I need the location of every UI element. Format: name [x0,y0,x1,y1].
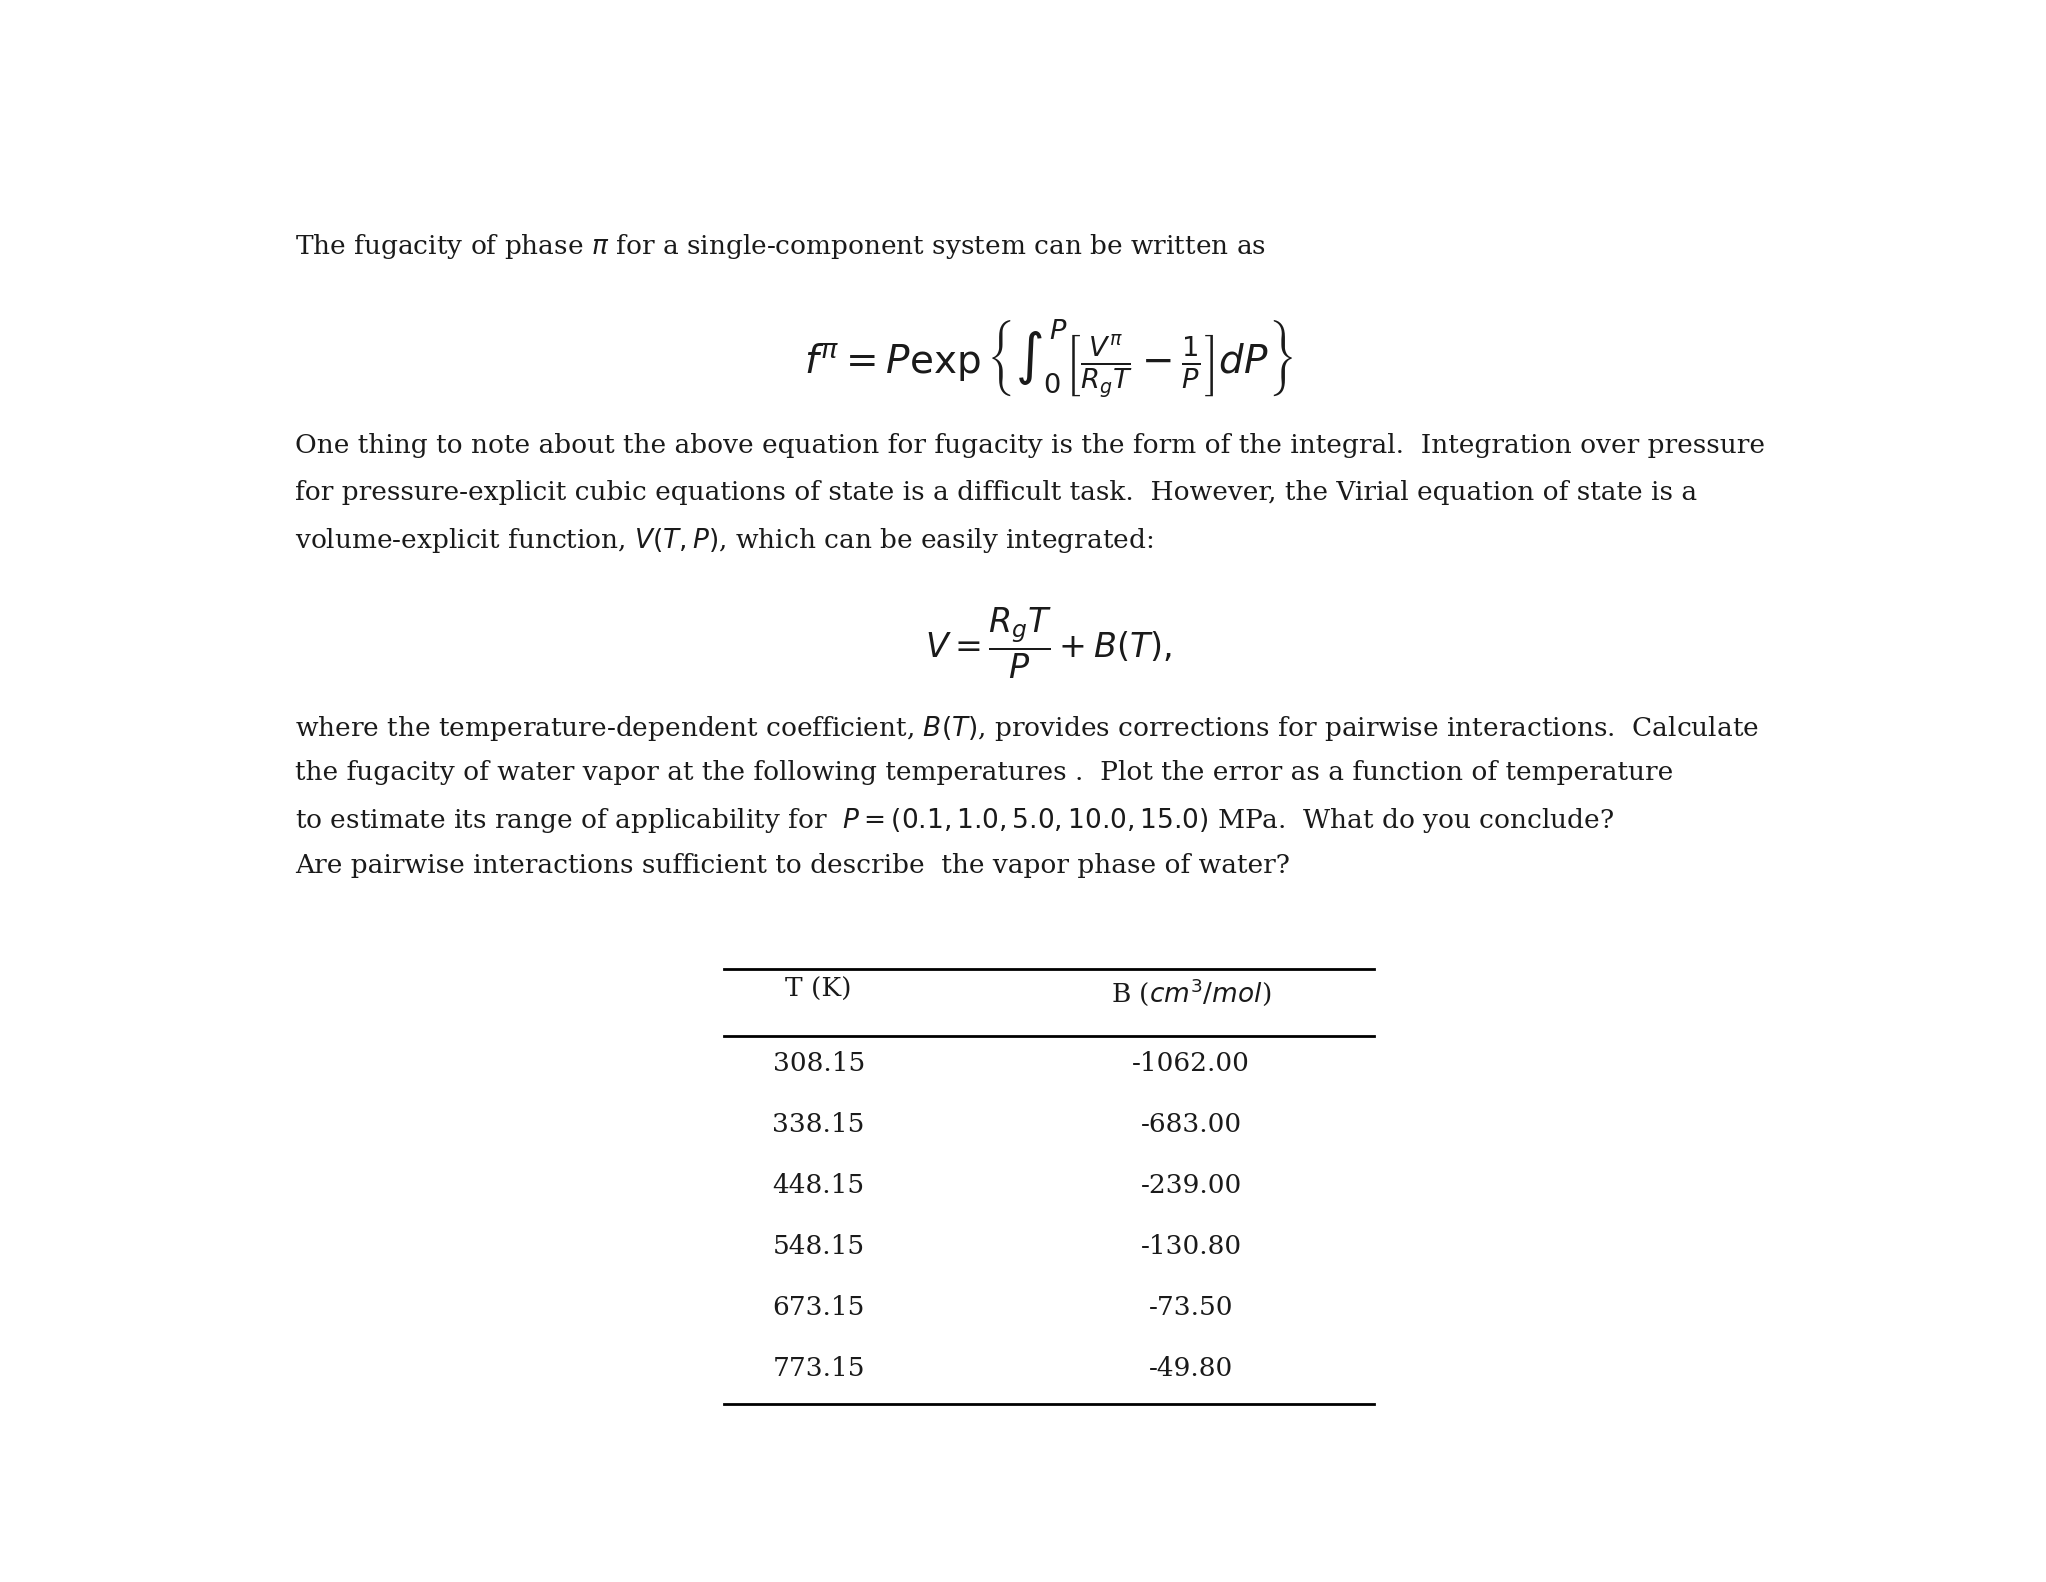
Text: volume-explicit function, $V(T, P)$, which can be easily integrated:: volume-explicit function, $V(T, P)$, whi… [295,527,1154,555]
Text: The fugacity of phase $\pi$ for a single-component system can be written as: The fugacity of phase $\pi$ for a single… [295,233,1266,261]
Text: 448.15: 448.15 [773,1172,865,1198]
Text: to estimate its range of applicability for  $P = (0.1, 1.0, 5.0, 10.0, 15.0)$ MP: to estimate its range of applicability f… [295,807,1614,835]
Text: One thing to note about the above equation for fugacity is the form of the integ: One thing to note about the above equati… [295,433,1766,459]
Text: -683.00: -683.00 [1142,1112,1242,1137]
Text: T (K): T (K) [786,976,851,1001]
Text: 673.15: 673.15 [773,1294,865,1319]
Text: $f^{\pi} = P\exp\left\{\int_0^P \left[\frac{V^{\pi}}{R_gT} - \frac{1}{P}\right] : $f^{\pi} = P\exp\left\{\int_0^P \left[\f… [804,318,1293,400]
Text: B ($\mathit{cm}^3/\mathit{mol}$): B ($\mathit{cm}^3/\mathit{mol}$) [1111,976,1271,1008]
Text: $V = \dfrac{R_gT}{P} + B(T),$: $V = \dfrac{R_gT}{P} + B(T),$ [925,606,1172,682]
Text: -130.80: -130.80 [1142,1234,1242,1259]
Text: -73.50: -73.50 [1150,1294,1234,1319]
Text: for pressure-explicit cubic equations of state is a difficult task.  However, th: for pressure-explicit cubic equations of… [295,479,1698,505]
Text: 773.15: 773.15 [773,1356,865,1381]
Text: -239.00: -239.00 [1142,1172,1242,1198]
Text: 308.15: 308.15 [773,1050,865,1076]
Text: 548.15: 548.15 [773,1234,865,1259]
Text: Are pairwise interactions sufficient to describe  the vapor phase of water?: Are pairwise interactions sufficient to … [295,853,1291,878]
Text: the fugacity of water vapor at the following temperatures .  Plot the error as a: the fugacity of water vapor at the follo… [295,759,1674,785]
Text: -1062.00: -1062.00 [1131,1050,1250,1076]
Text: where the temperature-dependent coefficient, $B(T)$, provides corrections for pa: where the temperature-dependent coeffici… [295,713,1760,742]
Text: 338.15: 338.15 [773,1112,865,1137]
Text: -49.80: -49.80 [1150,1356,1234,1381]
